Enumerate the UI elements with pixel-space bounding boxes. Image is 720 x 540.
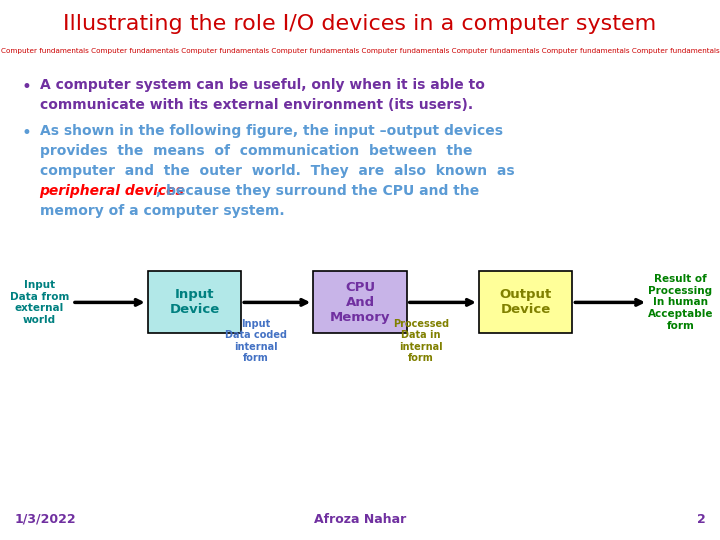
Text: Input
Device: Input Device <box>169 288 220 316</box>
FancyBboxPatch shape <box>313 271 407 333</box>
Text: A computer system can be useful, only when it is able to: A computer system can be useful, only wh… <box>40 78 485 92</box>
FancyBboxPatch shape <box>479 271 572 333</box>
Text: Computer fundamentals Computer fundamentals Computer fundamentals Computer funda: Computer fundamentals Computer fundament… <box>1 48 719 55</box>
Text: •: • <box>22 124 32 142</box>
Text: peripheral devices: peripheral devices <box>40 184 184 198</box>
Text: memory of a computer system.: memory of a computer system. <box>40 204 284 218</box>
Text: Illustrating the role I/O devices in a computer system: Illustrating the role I/O devices in a c… <box>63 14 657 35</box>
FancyBboxPatch shape <box>148 271 241 333</box>
Text: CPU
And
Memory: CPU And Memory <box>330 281 390 324</box>
Text: Input
Data coded
internal
form: Input Data coded internal form <box>225 319 287 363</box>
Text: Afroza Nahar: Afroza Nahar <box>314 513 406 526</box>
Text: Output
Device: Output Device <box>500 288 552 316</box>
Text: 2: 2 <box>697 513 706 526</box>
Text: As shown in the following figure, the input –output devices: As shown in the following figure, the in… <box>40 124 503 138</box>
Text: computer  and  the  outer  world.  They  are  also  known  as: computer and the outer world. They are a… <box>40 164 514 178</box>
Text: 1/3/2022: 1/3/2022 <box>14 513 76 526</box>
Text: provides  the  means  of  communication  between  the: provides the means of communication betw… <box>40 144 472 158</box>
Text: Processed
Data in
internal
form: Processed Data in internal form <box>393 319 449 363</box>
Text: Result of
Processing
In human
Acceptable
form: Result of Processing In human Acceptable… <box>648 274 713 330</box>
Text: communicate with its external environment (its users).: communicate with its external environmen… <box>40 98 473 112</box>
Text: , because they surround the CPU and the: , because they surround the CPU and the <box>156 184 480 198</box>
Text: •: • <box>22 78 32 96</box>
Text: Input
Data from
external
world: Input Data from external world <box>10 280 69 325</box>
